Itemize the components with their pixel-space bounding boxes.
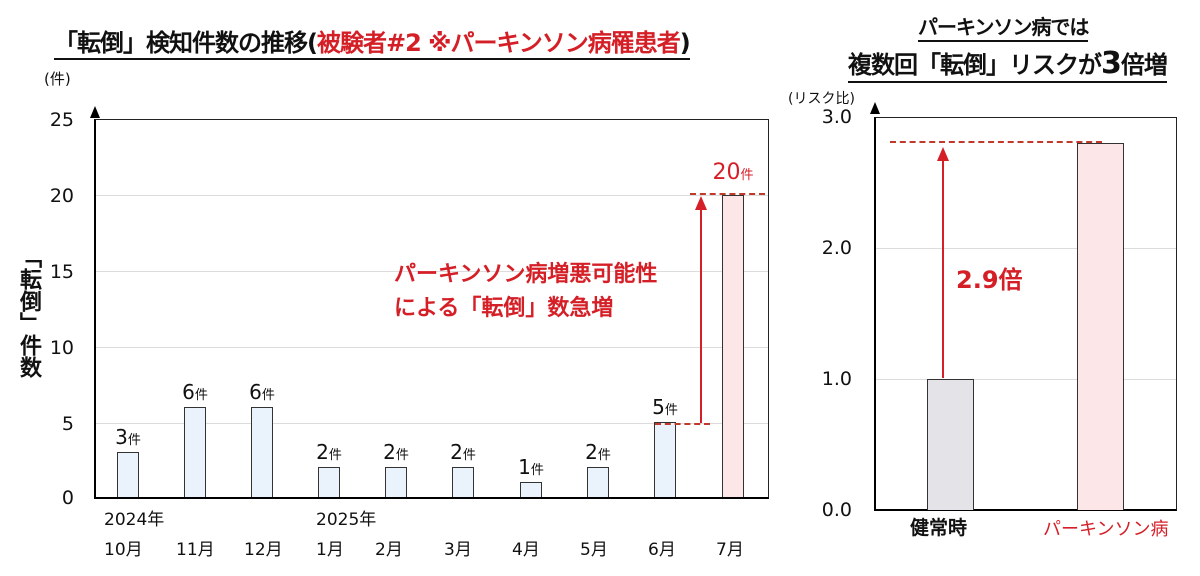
gridline: [876, 379, 1176, 380]
bar-2025-03: [452, 467, 474, 497]
risk-arrow-line: [942, 158, 944, 378]
bar-value-label-highlight: 20件: [712, 160, 754, 185]
right-title-number: 3: [1101, 46, 1122, 81]
left-y-axis-arrow-icon: [90, 106, 100, 118]
arrow-up-icon: [937, 147, 949, 161]
left-title-main: 「転倒」検知件数の推移(: [54, 29, 318, 57]
left-title-close: ): [679, 29, 691, 57]
bar-value-label: 5件: [652, 395, 678, 419]
bar-value-label: 2件: [585, 440, 611, 464]
month-label: 3月: [444, 540, 472, 560]
gridline: [96, 347, 768, 348]
month-label: 4月: [512, 540, 540, 560]
gridline: [96, 271, 768, 272]
bar-value-label: 3件: [115, 425, 141, 449]
left-plot-area: [94, 119, 769, 499]
bar-2024-10: [117, 452, 139, 497]
bar-parkinsons: [1077, 143, 1124, 510]
month-label: 5月: [580, 540, 608, 560]
increase-arrow-line: [700, 208, 702, 423]
reference-line-6月: [655, 423, 710, 425]
year-label-2025: 2025年: [316, 510, 377, 530]
month-label: 10月: [104, 540, 143, 560]
right-y-unit: (リスク比): [788, 91, 855, 107]
category-label-parkinsons: パーキンソン病: [1043, 519, 1169, 540]
bar-2025-07: [722, 195, 744, 497]
left-y-axis-label: 「転倒」件数: [16, 246, 41, 378]
bar-value-label: 1件: [518, 455, 544, 479]
arrow-up-icon: [695, 196, 707, 210]
left-y-tick: 5: [61, 413, 74, 435]
bar-healthy: [927, 379, 974, 510]
bar-2024-11: [184, 407, 206, 497]
bar-2025-05: [587, 467, 609, 497]
year-label-2024: 2024年: [104, 510, 165, 530]
month-label: 12月: [244, 540, 283, 560]
gridline: [876, 248, 1176, 249]
right-title-suffix: では: [1050, 15, 1089, 39]
right-title-disease: パーキンソン病: [918, 15, 1051, 39]
month-label: 11月: [176, 540, 215, 560]
left-y-tick: 20: [49, 185, 74, 207]
right-plot-area: [874, 117, 1177, 511]
bar-value-label: 2件: [383, 440, 409, 464]
left-y-tick: 0: [61, 487, 74, 509]
right-chart-title-line1: パーキンソン病では: [918, 14, 1089, 42]
month-label: 6月: [648, 540, 676, 560]
bar-2025-06: [654, 422, 676, 497]
left-y-tick: 15: [49, 261, 74, 283]
right-title-text-a: 複数回「転倒」リスクが: [848, 51, 1102, 79]
surge-annotation: パーキンソン病増悪可能性 による「転倒」数急増: [394, 258, 657, 326]
category-label-healthy: 健常時: [910, 517, 968, 539]
right-title-text-b: 倍増: [1120, 51, 1168, 79]
month-label: 1月: [316, 540, 344, 560]
bar-2025-02: [385, 467, 407, 497]
bar-value-label: 2件: [450, 440, 476, 464]
left-y-tick: 25: [49, 109, 74, 131]
left-y-unit: (件): [44, 70, 71, 88]
reference-line-7月: [690, 193, 765, 195]
bar-value-label: 2件: [316, 440, 342, 464]
reference-line-2.8: [890, 141, 1102, 143]
bar-value-label: 6件: [182, 380, 208, 404]
gridline: [96, 423, 768, 424]
bar-2025-04: [520, 482, 542, 497]
month-label: 2月: [375, 540, 403, 560]
gridline: [96, 195, 768, 196]
right-chart-title-line2: 複数回「転倒」リスクが3倍増: [848, 46, 1168, 83]
annotation-line-2: による「転倒」数急増: [394, 296, 614, 321]
bar-2025-01: [318, 467, 340, 497]
bar-value-label: 6件: [249, 380, 275, 404]
right-y-tick: 0.0: [821, 499, 852, 521]
annotation-line-1: パーキンソン病増悪可能性: [394, 262, 658, 287]
bar-2024-12: [251, 407, 273, 497]
right-y-axis-arrow-icon: [870, 102, 880, 114]
month-label: 7月: [716, 540, 744, 560]
right-y-tick: 1.0: [821, 368, 852, 390]
multiplier-label: 2.9倍: [956, 266, 1023, 294]
left-title-subject: 被験者#2 ※パーキンソン病罹患者: [316, 29, 681, 57]
right-y-tick: 3.0: [821, 106, 852, 128]
left-y-tick: 10: [49, 337, 74, 359]
left-chart-title: 「転倒」検知件数の推移(被験者#2 ※パーキンソン病罹患者): [54, 28, 691, 60]
right-y-tick: 2.0: [821, 237, 852, 259]
